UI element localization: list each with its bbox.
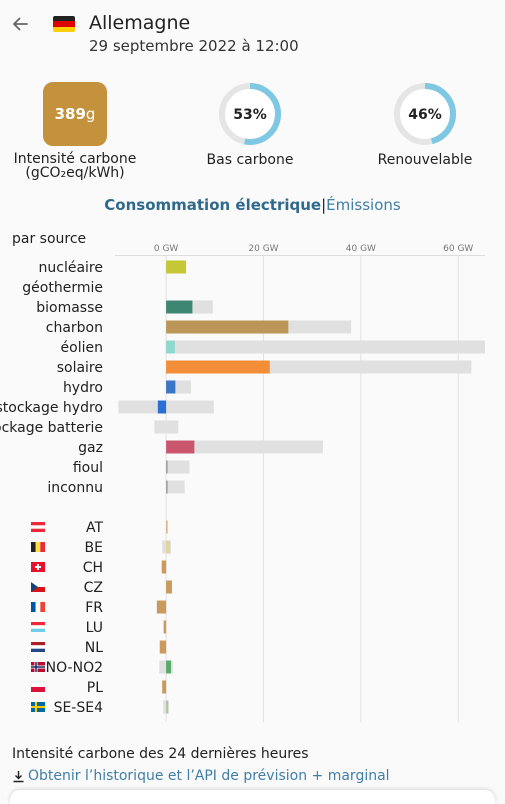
section-label: par source — [12, 231, 87, 247]
download-icon — [13, 770, 24, 782]
carbon-intensity-label-group: Intensité carbone (gCO₂eq/kWh) — [5, 152, 145, 180]
be-flag-icon — [31, 542, 45, 552]
value-bar — [166, 460, 168, 474]
exchange-label: CH — [83, 560, 103, 576]
exchange-label: AT — [86, 520, 103, 536]
germany-flag-icon — [53, 16, 75, 32]
tab-separator: | — [321, 196, 327, 214]
source-label: solaire — [57, 360, 103, 376]
source-label: nucléaire — [39, 260, 103, 276]
value-bar — [166, 320, 289, 334]
exchange-label: FR — [85, 600, 103, 616]
value-bar — [157, 400, 167, 414]
renewable-ring — [394, 83, 456, 145]
x-tick-label: 40 GW — [346, 244, 376, 254]
low-carbon-ring — [219, 83, 281, 145]
x-tick-label: 60 GW — [443, 244, 473, 254]
capacity-bar — [166, 480, 185, 494]
back-button[interactable] — [8, 12, 32, 36]
low-carbon-value: 53% — [233, 107, 267, 123]
zone-datetime: 29 septembre 2022 à 12:00 — [89, 37, 299, 55]
source-label: hydro — [63, 380, 103, 396]
value-bar — [166, 540, 171, 554]
source-breakdown-chart: 0 GW 20 GW 40 GW 60 GW nucléaire géothermie bi… — [0, 244, 486, 722]
renewable-label: Renouvelable — [377, 152, 473, 168]
source-label: gaz — [78, 440, 103, 456]
source-label: inconnu — [47, 480, 103, 496]
source-label: charbon — [46, 320, 103, 336]
nl-flag-icon — [31, 642, 45, 652]
history-api-link[interactable]: Obtenir l’historique et l’API de prévisi… — [12, 768, 390, 784]
arrow-left-icon — [13, 17, 28, 31]
exchange-label: LU — [86, 620, 103, 636]
value-bar — [161, 560, 167, 574]
value-bar — [166, 300, 193, 314]
value-bar — [166, 660, 171, 674]
carbon-intensity-value: 389 — [54, 105, 86, 123]
carbon-intensity-label: Intensité carbone — [13, 151, 137, 167]
ch-flag-icon — [31, 562, 45, 572]
source-label: biomasse — [36, 300, 103, 316]
x-tick-label: 0 GW — [154, 244, 179, 254]
value-bar — [156, 600, 167, 614]
tab-consumption[interactable]: Consommation électrique — [104, 196, 322, 214]
carbon-intensity-sublabel: (gCO₂eq/kWh) — [25, 165, 125, 181]
value-bar — [166, 340, 175, 354]
history-api-link-text: Obtenir l’historique et l’API de prévisi… — [28, 768, 390, 784]
capacity-bar — [154, 420, 179, 434]
bottom-sheet-handle[interactable] — [10, 790, 495, 804]
capacity-bar — [166, 440, 323, 454]
value-bar — [166, 260, 187, 274]
value-bar — [166, 580, 172, 594]
exchange-label: BE — [85, 540, 103, 556]
cz-flag-icon — [31, 582, 45, 592]
value-bar — [166, 380, 176, 394]
value-bar — [166, 440, 195, 454]
pl-flag-icon — [30, 681, 46, 692]
value-bar — [166, 480, 168, 494]
view-tabs: Consommation électrique|Émissions — [0, 196, 505, 214]
low-carbon-label: Bas carbone — [206, 152, 294, 168]
capacity-bar — [166, 340, 486, 354]
exchange-label: PL — [87, 680, 103, 696]
exchange-label: CZ — [84, 580, 103, 596]
renewable-value: 46% — [408, 107, 442, 123]
source-label: éolien — [61, 340, 103, 356]
source-label: stockage batterie — [0, 420, 103, 436]
value-bar — [163, 620, 167, 634]
exchange-label: NO-NO2 — [46, 660, 103, 676]
at-flag-icon — [31, 522, 45, 532]
se-flag-icon — [31, 702, 45, 712]
carbon-intensity-unit: g — [85, 105, 96, 123]
lu-flag-icon — [31, 622, 45, 632]
value-bar — [166, 520, 168, 534]
value-bar — [159, 640, 167, 654]
exchange-label: NL — [85, 640, 103, 656]
value-bar — [166, 360, 270, 374]
history-title: Intensité carbone des 24 dernières heure… — [12, 746, 309, 762]
source-label: géothermie — [22, 280, 103, 296]
source-label: stockage hydro — [0, 400, 103, 416]
capacity-bar — [166, 460, 190, 474]
exchange-label: SE-SE4 — [54, 700, 104, 716]
x-tick-label: 20 GW — [248, 244, 278, 254]
renewable-donut[interactable]: 46% — [393, 82, 457, 146]
carbon-intensity-badge[interactable]: 389 g — [43, 82, 107, 146]
value-bar — [162, 680, 167, 694]
fr-flag-icon — [31, 602, 45, 612]
tab-emissions[interactable]: Émissions — [326, 196, 401, 214]
source-label: fioul — [73, 460, 103, 476]
low-carbon-donut[interactable]: 53% — [218, 82, 282, 146]
value-bar — [166, 700, 169, 714]
no-flag-icon — [31, 662, 45, 672]
zone-name: Allemagne — [89, 12, 191, 34]
